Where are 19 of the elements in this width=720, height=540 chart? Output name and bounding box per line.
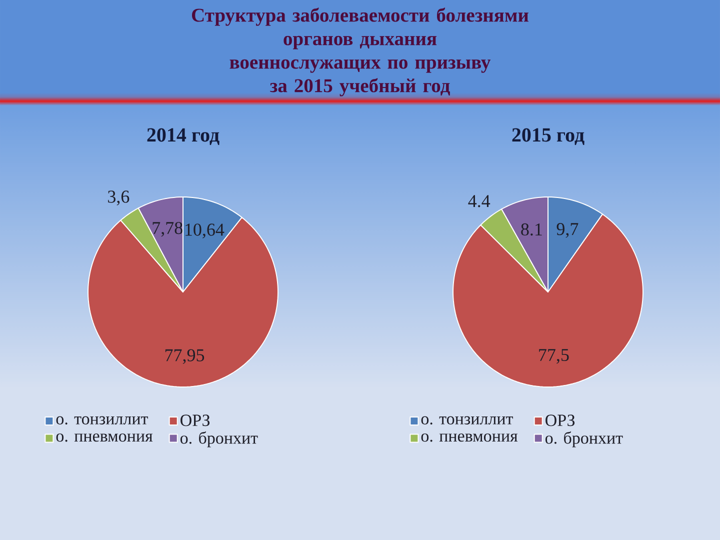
legend-label: о. тонзиллит <box>56 416 148 425</box>
legend-label: ОРЗ <box>546 414 575 426</box>
data-label: 3,6 <box>108 190 130 206</box>
data-label: 77,5 <box>539 349 569 364</box>
data-label: 77,95 <box>165 349 204 364</box>
chart-title: 2014 год <box>147 128 220 145</box>
data-label: 10,64 <box>186 224 224 238</box>
data-label: 4.4 <box>468 195 490 208</box>
data-label: 7,78 <box>152 222 182 237</box>
legend-label: о. пневмония <box>56 433 153 442</box>
data-label: 8.1 <box>521 223 542 236</box>
legend-label: о. бронхит <box>180 431 258 448</box>
legend-label: о. пневмония <box>421 433 518 442</box>
data-label: 9,7 <box>556 223 578 238</box>
legend-label: о. бронхит <box>545 431 623 448</box>
chart-title: 2015 год <box>512 128 584 145</box>
legend-label: о. тонзиллит <box>421 416 513 425</box>
legend-label: ОРЗ <box>180 414 210 426</box>
text: Структура заболеваемости болезнями органов дыхания военнослужащих по призыву за 2015 учебный год <box>192 8 528 96</box>
